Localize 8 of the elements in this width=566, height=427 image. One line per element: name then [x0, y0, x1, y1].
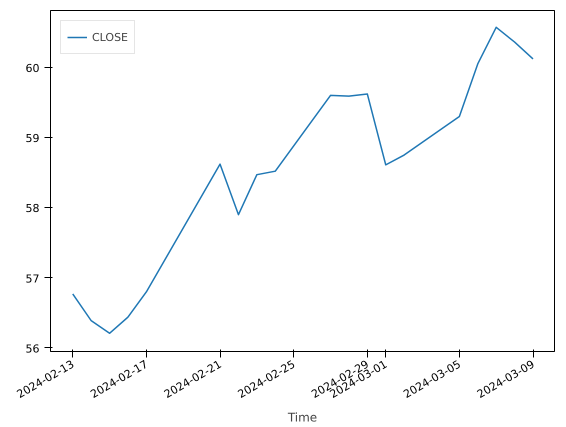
- y-tick-label: 56: [26, 342, 40, 356]
- y-tick-label: 60: [26, 62, 40, 75]
- y-tick-label: 57: [26, 272, 40, 286]
- line-series: [72, 26, 534, 334]
- x-axis-title: Time: [286, 410, 318, 424]
- y-tick-label: 58: [26, 202, 40, 216]
- y-tick-label: 59: [26, 132, 40, 145]
- legend-label: CLOSE: [92, 30, 128, 44]
